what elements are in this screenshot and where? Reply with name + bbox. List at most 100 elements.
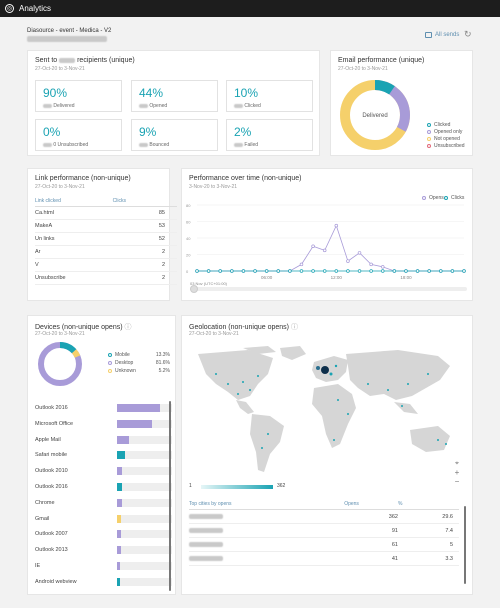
- y-tick-label: 0: [186, 269, 189, 274]
- city-name: [189, 509, 345, 524]
- data-point-clicks[interactable]: [264, 269, 269, 273]
- series-line-opens: [197, 224, 464, 272]
- zoom-in-button[interactable]: +: [454, 468, 460, 477]
- device-name: Outlook 2013: [35, 547, 68, 554]
- device-name: Gmail: [35, 515, 50, 522]
- link-row[interactable]: Unsubscribe 2: [35, 271, 177, 285]
- data-point-opens[interactable]: [369, 262, 373, 267]
- city-row[interactable]: 61 5: [189, 537, 459, 552]
- data-point-clicks[interactable]: [380, 269, 385, 273]
- device-bar-fill: [117, 483, 122, 491]
- data-point-opens[interactable]: [311, 244, 315, 248]
- stat-label: Delivered: [43, 103, 75, 109]
- data-point-clicks[interactable]: [322, 269, 327, 273]
- locate-icon[interactable]: ⌖: [455, 460, 459, 467]
- stat-unsubscribed: 0% 0 Unsubscribed: [35, 119, 122, 151]
- data-point-clicks[interactable]: [357, 269, 362, 273]
- data-point-clicks[interactable]: [206, 269, 211, 273]
- data-point-opens[interactable]: [322, 248, 327, 253]
- data-point-opens[interactable]: [299, 262, 304, 267]
- link-clicks: 2: [112, 271, 177, 285]
- scale-gradient: [201, 485, 273, 489]
- city-row[interactable]: 41 3.3: [189, 551, 459, 566]
- device-name: Apple Mail: [35, 436, 61, 443]
- data-point-opens[interactable]: [380, 265, 385, 269]
- stat-value: 2%: [234, 125, 252, 139]
- data-point-opens[interactable]: [357, 251, 362, 255]
- device-name: Chrome: [35, 499, 55, 506]
- data-point-clicks[interactable]: [230, 269, 234, 273]
- device-row: Outlook 201631.4%: [35, 402, 199, 414]
- device-bar-fill: [117, 467, 122, 476]
- zoom-out-button[interactable]: −: [454, 477, 460, 486]
- time-range-slider[interactable]: [190, 285, 467, 293]
- slider-handle[interactable]: [190, 285, 198, 293]
- data-point-clicks[interactable]: [334, 269, 339, 273]
- device-row: Outlook 20163.4%: [35, 481, 199, 493]
- devices-dates: 27-Oct-20 to 3-Nov-21: [35, 331, 85, 337]
- info-icon[interactable]: ⓘ: [124, 324, 132, 331]
- device-bar-track: [117, 498, 172, 507]
- data-point-opens[interactable]: [346, 259, 350, 263]
- link-perf-title: Link performance (non-unique): [35, 175, 131, 182]
- col-clicks[interactable]: Clicks: [112, 196, 177, 207]
- all-sends-label: All sends: [435, 32, 460, 38]
- data-point-clicks[interactable]: [288, 269, 292, 273]
- link-row[interactable]: Un links 52: [35, 232, 177, 246]
- world-map[interactable]: [188, 344, 468, 479]
- data-point-clicks[interactable]: [311, 269, 315, 273]
- data-point-clicks[interactable]: [276, 269, 281, 273]
- data-point-clicks[interactable]: [462, 269, 466, 273]
- city-row[interactable]: 362 29.6: [189, 509, 459, 524]
- link-row[interactable]: Ar 2: [35, 245, 177, 259]
- stat-label: Clicked: [234, 103, 261, 109]
- geolocation-card: Geolocation (non-unique opens) ⓘ 27-Oct-…: [181, 315, 473, 595]
- data-point-clicks[interactable]: [415, 269, 420, 273]
- device-row: Microsoft Office25.6%: [35, 418, 199, 430]
- device-bar-fill: [117, 514, 121, 523]
- device-list-scrollbar[interactable]: [169, 401, 171, 591]
- data-point-opens[interactable]: [334, 223, 339, 228]
- col-opens[interactable]: Opens: [344, 499, 398, 510]
- legend-opens: Opens: [422, 195, 444, 201]
- link-row[interactable]: Ca.html 85: [35, 206, 177, 220]
- app-title: Analytics: [19, 4, 52, 13]
- device-bar-track: [117, 483, 172, 491]
- stat-clicked: 10% Clicked: [226, 80, 313, 112]
- data-point-clicks[interactable]: [450, 269, 455, 273]
- refresh-icon[interactable]: ↻: [464, 29, 472, 39]
- col-top-cities[interactable]: Top cities by opens: [189, 499, 345, 510]
- link-name: MakeA: [35, 219, 113, 233]
- col-pct[interactable]: %: [397, 499, 459, 510]
- data-point-clicks[interactable]: [299, 269, 304, 273]
- data-point-clicks[interactable]: [241, 269, 246, 273]
- campaign-redacted: [27, 36, 107, 42]
- link-clicks: 52: [112, 232, 177, 246]
- info-icon[interactable]: ⓘ: [290, 324, 298, 331]
- y-tick-label: 80: [186, 203, 191, 208]
- stat-value: 0%: [43, 125, 61, 139]
- city-opens: 362: [344, 509, 398, 524]
- data-point-clicks[interactable]: [427, 269, 431, 273]
- device-bar-track: [117, 577, 172, 586]
- data-point-clicks[interactable]: [195, 269, 199, 273]
- data-point-clicks[interactable]: [369, 269, 373, 273]
- data-point-clicks[interactable]: [404, 269, 408, 273]
- city-row[interactable]: 91 7.4: [189, 523, 459, 538]
- link-row[interactable]: MakeA 53: [35, 219, 177, 233]
- email-perf-title: Email performance (unique): [338, 57, 425, 64]
- data-point-clicks[interactable]: [253, 269, 257, 273]
- device-row: IE1.9%: [35, 560, 199, 572]
- cities-table-scrollbar[interactable]: [464, 506, 466, 584]
- col-link-clicked[interactable]: Link clicked: [35, 196, 113, 207]
- data-point-clicks[interactable]: [346, 269, 350, 273]
- legend-clicked: Clicked: [427, 122, 450, 128]
- city-name: [189, 551, 345, 566]
- city-opens: 61: [344, 537, 398, 552]
- data-point-clicks[interactable]: [439, 269, 443, 273]
- all-sends-button[interactable]: All sends: [425, 32, 459, 38]
- data-point-clicks[interactable]: [218, 269, 222, 273]
- data-point-clicks[interactable]: [392, 269, 397, 273]
- scale-min: 1: [189, 483, 192, 489]
